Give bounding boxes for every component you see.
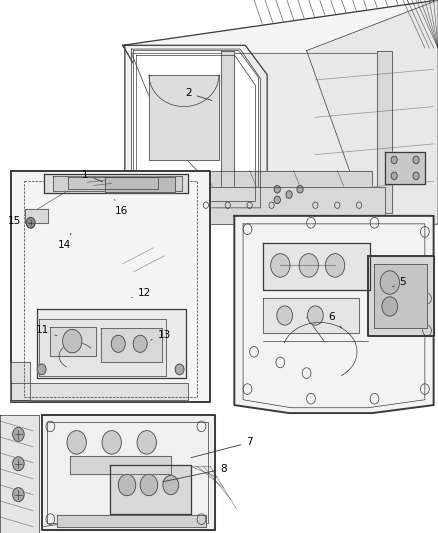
Circle shape [13,427,24,441]
Polygon shape [53,176,182,191]
Text: 13: 13 [151,330,171,340]
Circle shape [274,196,280,204]
Text: 16: 16 [114,199,128,215]
Circle shape [13,457,24,471]
Polygon shape [377,51,392,213]
Polygon shape [149,171,372,213]
Circle shape [382,297,398,316]
Circle shape [140,474,158,496]
Circle shape [413,156,419,164]
Polygon shape [101,328,162,362]
Polygon shape [263,243,370,290]
Polygon shape [374,264,427,328]
Circle shape [380,271,399,294]
Circle shape [271,254,290,277]
Text: 8: 8 [162,464,227,482]
Text: 11: 11 [36,326,57,336]
Polygon shape [50,327,96,356]
Circle shape [13,488,24,502]
Polygon shape [149,75,219,160]
Circle shape [286,191,292,198]
Text: 15: 15 [7,216,26,226]
Circle shape [297,185,303,193]
Circle shape [118,474,136,496]
Circle shape [111,335,125,352]
Text: 14: 14 [58,233,71,250]
Polygon shape [263,298,359,333]
Circle shape [102,431,121,454]
Text: 2: 2 [185,88,212,100]
Polygon shape [25,209,48,223]
Circle shape [26,217,35,228]
Polygon shape [0,415,39,533]
Polygon shape [221,51,234,208]
Circle shape [325,254,345,277]
Circle shape [413,172,419,180]
Circle shape [67,431,86,454]
Circle shape [391,172,397,180]
Polygon shape [11,362,30,400]
Polygon shape [42,415,215,530]
Polygon shape [110,465,191,514]
Circle shape [63,329,82,353]
Polygon shape [134,51,258,208]
Circle shape [274,185,280,193]
Polygon shape [125,45,267,213]
Polygon shape [184,187,385,224]
Polygon shape [385,152,425,184]
Polygon shape [368,256,434,336]
Circle shape [307,306,323,325]
Polygon shape [234,216,434,413]
Polygon shape [44,174,188,193]
Text: 1: 1 [82,170,102,182]
Polygon shape [11,171,210,402]
Text: 12: 12 [132,288,151,298]
Text: 6: 6 [328,312,342,328]
Circle shape [37,364,46,375]
Polygon shape [70,456,171,474]
Polygon shape [123,0,438,245]
Polygon shape [57,515,206,527]
Polygon shape [307,0,438,235]
Polygon shape [131,53,381,224]
Polygon shape [105,177,175,192]
Text: 5: 5 [392,278,406,287]
Circle shape [175,364,184,375]
Circle shape [299,254,318,277]
Polygon shape [11,383,188,400]
Polygon shape [39,319,166,376]
Polygon shape [68,177,158,189]
Circle shape [137,431,156,454]
Circle shape [163,475,179,495]
Polygon shape [37,309,186,378]
Circle shape [391,156,397,164]
Circle shape [133,335,147,352]
Text: 7: 7 [191,438,253,458]
Circle shape [277,306,293,325]
